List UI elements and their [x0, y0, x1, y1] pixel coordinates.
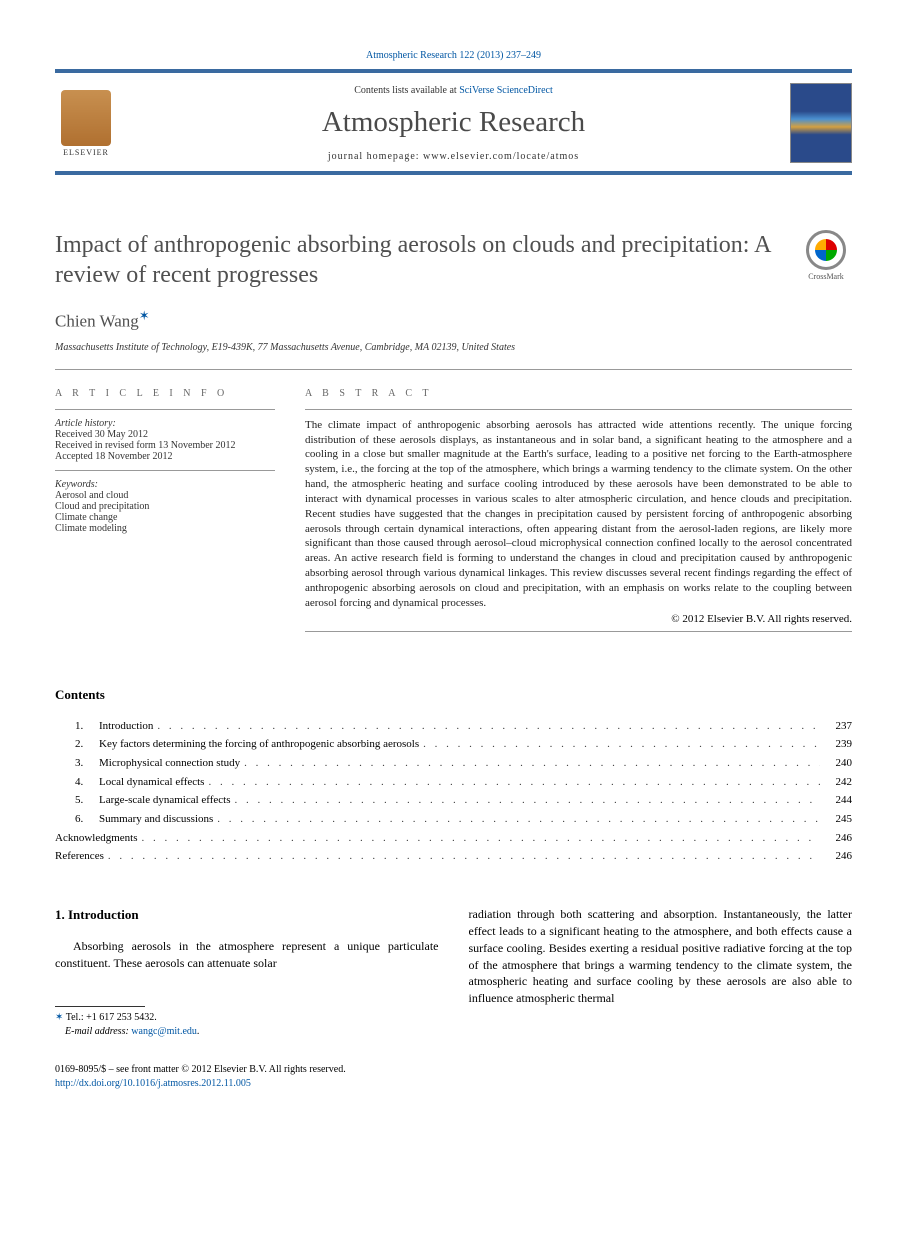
journal-cover-thumbnail: [790, 83, 852, 163]
body-paragraph: Absorbing aerosols in the atmosphere rep…: [55, 938, 439, 972]
contents-heading: Contents: [55, 687, 852, 703]
body-column-right: radiation through both scattering and ab…: [469, 906, 853, 1091]
toc-page-number: 240: [820, 754, 852, 773]
toc-label: Summary and discussions: [99, 810, 213, 829]
toc-leader-dots: [213, 810, 820, 829]
tel-label: Tel.:: [66, 1012, 86, 1023]
author-text: Chien Wang: [55, 312, 139, 331]
article-info-heading: A R T I C L E I N F O: [55, 388, 275, 399]
table-of-contents: Contents 1.Introduction2372.Key factors …: [55, 687, 852, 867]
toc-label: Introduction: [99, 717, 153, 736]
footnote-star-icon: ✶: [55, 1012, 66, 1023]
toc-row[interactable]: 2.Key factors determining the forcing of…: [75, 735, 852, 754]
abstract-column: A B S T R A C T The climate impact of an…: [305, 388, 852, 632]
toc-page-number: 246: [820, 847, 852, 866]
section-heading: 1. Introduction: [55, 906, 439, 924]
toc-leader-dots: [419, 735, 820, 754]
homepage-prefix: journal homepage:: [328, 151, 423, 162]
homepage-url[interactable]: www.elsevier.com/locate/atmos: [423, 151, 579, 162]
toc-leader-dots: [153, 717, 820, 736]
toc-page-number: 246: [820, 829, 852, 848]
email-suffix: .: [197, 1026, 200, 1037]
toc-number: 6.: [75, 810, 99, 829]
toc-number: 3.: [75, 754, 99, 773]
footer-issn-line: 0169-8095/$ – see front matter © 2012 El…: [55, 1063, 439, 1077]
article-title: Impact of anthropogenic absorbing aeroso…: [55, 230, 780, 290]
corresponding-star-icon: ✶: [139, 308, 150, 323]
toc-row[interactable]: 4.Local dynamical effects 242: [75, 773, 852, 792]
header-center: Contents lists available at SciVerse Sci…: [129, 85, 778, 162]
divider: [55, 369, 852, 370]
tel-value: +1 617 253 5432.: [86, 1012, 157, 1023]
toc-number: 1.: [75, 717, 99, 736]
toc-number: 5.: [75, 791, 99, 810]
author-affiliation: Massachusetts Institute of Technology, E…: [55, 342, 852, 353]
header-citation: Atmospheric Research 122 (2013) 237–249: [55, 50, 852, 61]
toc-row[interactable]: 1.Introduction 237: [75, 717, 852, 736]
contents-prefix: Contents lists available at: [354, 85, 459, 96]
article-history-label: Article history:: [55, 418, 275, 429]
toc-page-number: 239: [820, 735, 852, 754]
toc-row[interactable]: 3.Microphysical connection study 240: [75, 754, 852, 773]
sciencedirect-link[interactable]: SciVerse ScienceDirect: [459, 85, 553, 96]
email-label: E-mail address:: [65, 1026, 131, 1037]
keyword: Climate modeling: [55, 523, 275, 534]
keyword: Aerosol and cloud: [55, 490, 275, 501]
journal-header: ELSEVIER Contents lists available at Sci…: [55, 69, 852, 175]
author-email-link[interactable]: wangc@mit.edu: [131, 1026, 197, 1037]
toc-number: 4.: [75, 773, 99, 792]
article-info-column: A R T I C L E I N F O Article history: R…: [55, 388, 275, 632]
toc-row[interactable]: References 246: [55, 847, 852, 866]
toc-leader-dots: [104, 847, 820, 866]
history-line: Received 30 May 2012: [55, 429, 275, 440]
keyword: Cloud and precipitation: [55, 501, 275, 512]
toc-leader-dots: [240, 754, 820, 773]
toc-page-number: 237: [820, 717, 852, 736]
toc-leader-dots: [231, 791, 820, 810]
keywords-label: Keywords:: [55, 479, 275, 490]
toc-row[interactable]: Acknowledgments 246: [55, 829, 852, 848]
author-name: Chien Wang✶: [55, 308, 852, 332]
toc-row[interactable]: 6.Summary and discussions 245: [75, 810, 852, 829]
toc-page-number: 242: [820, 773, 852, 792]
crossmark-icon: [806, 230, 846, 270]
abstract-copyright: © 2012 Elsevier B.V. All rights reserved…: [305, 613, 852, 625]
abstract-text: The climate impact of anthropogenic abso…: [305, 418, 852, 611]
abstract-heading: A B S T R A C T: [305, 388, 852, 399]
toc-label: Key factors determining the forcing of a…: [99, 735, 419, 754]
body-column-left: 1. Introduction Absorbing aerosols in th…: [55, 906, 439, 1091]
body-paragraph: radiation through both scattering and ab…: [469, 906, 853, 1007]
toc-number: 2.: [75, 735, 99, 754]
toc-label: Microphysical connection study: [99, 754, 240, 773]
doi-link[interactable]: http://dx.doi.org/10.1016/j.atmosres.201…: [55, 1077, 439, 1091]
toc-leader-dots: [204, 773, 820, 792]
history-line: Accepted 18 November 2012: [55, 451, 275, 462]
toc-row[interactable]: 5.Large-scale dynamical effects 244: [75, 791, 852, 810]
toc-leader-dots: [137, 829, 820, 848]
keyword: Climate change: [55, 512, 275, 523]
toc-page-number: 245: [820, 810, 852, 829]
journal-homepage-line: journal homepage: www.elsevier.com/locat…: [129, 151, 778, 162]
toc-page-number: 244: [820, 791, 852, 810]
journal-title: Atmospheric Research: [129, 106, 778, 139]
toc-label: Local dynamical effects: [99, 773, 204, 792]
toc-label: Large-scale dynamical effects: [99, 791, 231, 810]
crossmark-label: CrossMark: [800, 272, 852, 281]
elsevier-tree-icon: [61, 90, 111, 146]
footnote-rule: [55, 1006, 145, 1007]
crossmark-badge[interactable]: CrossMark: [800, 230, 852, 281]
contents-available-line: Contents lists available at SciVerse Sci…: [129, 85, 778, 96]
footer-copyright-block: 0169-8095/$ – see front matter © 2012 El…: [55, 1063, 439, 1091]
elsevier-logo-text: ELSEVIER: [63, 148, 109, 157]
history-line: Received in revised form 13 November 201…: [55, 440, 275, 451]
corresponding-footnote: ✶ Tel.: +1 617 253 5432. E-mail address:…: [55, 1011, 439, 1039]
toc-label: Acknowledgments: [55, 829, 137, 848]
elsevier-logo: ELSEVIER: [55, 87, 117, 159]
toc-label: References: [55, 847, 104, 866]
